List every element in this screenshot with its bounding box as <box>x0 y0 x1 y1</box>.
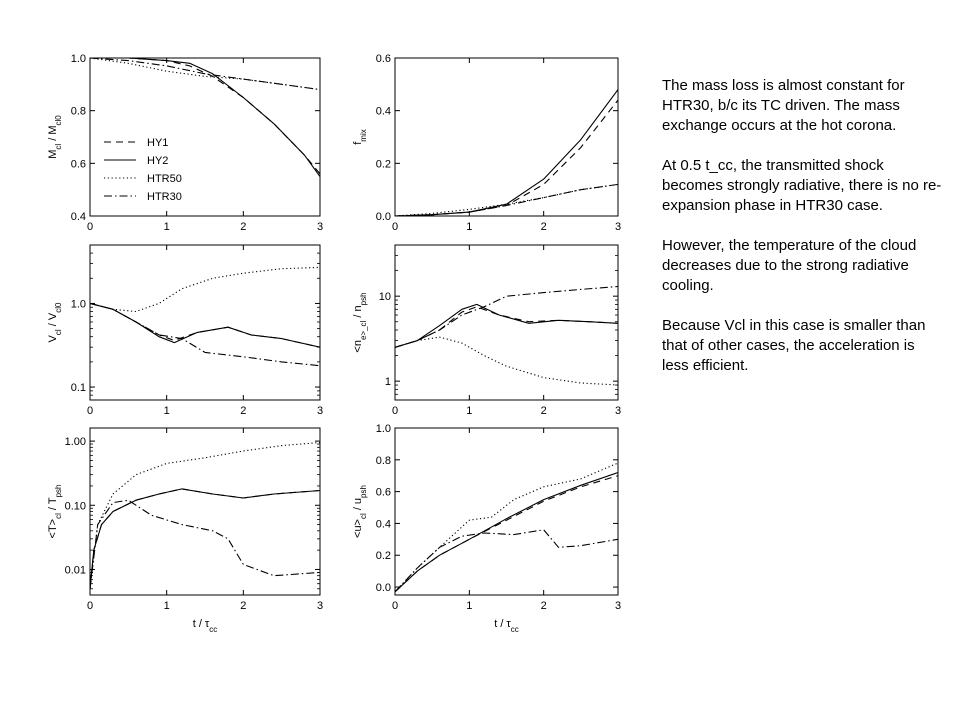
y-tick-label: 0.4 <box>376 518 391 530</box>
x-tick-label: 2 <box>240 405 246 417</box>
series-htr30 <box>395 285 618 348</box>
series-hy2 <box>395 89 618 216</box>
panel-1: 0 1 2 3 0.4 0.6 0.8 1.0 Mcl / Mcl0 HY1 HY2 HTR50 HTR… <box>47 53 323 233</box>
panel-6: 0 1 2 3 0.0 0.2 0.4 0.6 0.8 1.0 <u>cl / upsh t / τc… <box>352 423 621 634</box>
y-tick-label: 0.2 <box>376 158 391 170</box>
y-tick-label: 10 <box>379 291 391 303</box>
x-tick-label: 1 <box>164 600 170 612</box>
series-hy2 <box>395 471 618 593</box>
y-tick-label: 1.00 <box>65 436 86 448</box>
x-axis-label: t / τcc <box>494 618 519 634</box>
series-hy1 <box>395 306 618 348</box>
x-tick-label: 3 <box>615 405 621 417</box>
y-tick-label: 0.10 <box>65 500 86 512</box>
legend-label-hy2: HY2 <box>147 155 168 167</box>
x-tick-label: 2 <box>541 600 547 612</box>
series-htr50 <box>395 336 618 386</box>
x-tick-label: 1 <box>466 600 472 612</box>
legend: HY1 HY2 HTR50 HTR30 <box>104 137 182 203</box>
series-hy2 <box>90 488 320 589</box>
y-axis-label: <T>cl / Tpsh <box>47 485 63 539</box>
notes-text: The mass loss is almost constant for HTR… <box>662 76 942 396</box>
legend-label-htr50: HTR50 <box>147 173 182 185</box>
y-tick-label: 0.8 <box>71 106 86 118</box>
y-axis-label: Mcl / Mcl0 <box>47 115 63 159</box>
plot-frame <box>394 244 619 401</box>
y-tick-label: 1 <box>385 376 391 388</box>
x-tick-label: 3 <box>615 600 621 612</box>
x-tick-label: 0 <box>87 221 93 233</box>
x-tick-label: 1 <box>164 221 170 233</box>
legend-label-htr30: HTR30 <box>147 191 182 203</box>
x-tick-label: 0 <box>392 405 398 417</box>
note-mass-loss: The mass loss is almost constant for HTR… <box>662 77 905 134</box>
panel-5: 0 1 2 3 0.01 0.10 1.00 <T>cl / Tpsh t / τcc <box>47 427 323 634</box>
legend-label-hy1: HY1 <box>147 137 168 149</box>
series-hy1 <box>90 488 320 589</box>
x-tick-label: 0 <box>392 221 398 233</box>
y-tick-label: 0.1 <box>71 382 86 394</box>
y-axis-label: <ne>_cl / npsh <box>352 292 368 352</box>
x-tick-label: 1 <box>466 405 472 417</box>
series-htr30 <box>395 183 618 216</box>
plot-frame <box>89 57 321 217</box>
series-htr50 <box>395 462 618 593</box>
x-tick-label: 3 <box>317 221 323 233</box>
series-htr50 <box>90 58 320 91</box>
y-tick-label: 0.6 <box>376 53 391 65</box>
x-tick-label: 0 <box>87 600 93 612</box>
y-tick-label: 1.0 <box>71 53 86 65</box>
plot-frame <box>394 57 619 217</box>
y-tick-label: 1.0 <box>71 298 86 310</box>
series-hy1 <box>395 475 618 593</box>
series-htr50 <box>90 441 320 589</box>
x-tick-label: 2 <box>541 221 547 233</box>
series-htr30 <box>90 302 320 367</box>
y-tick-label: 0.4 <box>71 211 86 223</box>
y-axis-label: <u>cl / upsh <box>352 485 368 538</box>
y-tick-label: 0.0 <box>376 211 391 223</box>
series-hy1 <box>90 58 320 175</box>
x-tick-label: 2 <box>240 221 246 233</box>
series-hy1 <box>395 99 618 216</box>
series-htr30 <box>90 499 320 589</box>
y-tick-label: 0.8 <box>376 455 391 467</box>
plot-frame <box>89 427 321 596</box>
series-htr50 <box>90 266 320 313</box>
panel-4: 0 1 2 3 1 10 <ne>_cl / npsh <box>352 244 621 417</box>
figure: 0 1 2 3 0.4 0.6 0.8 1.0 Mcl / Mcl0 HY1 HY2 HTR50 HTR… <box>47 53 621 634</box>
x-tick-label: 0 <box>87 405 93 417</box>
y-tick-label: 0.4 <box>376 106 391 118</box>
plot-frame <box>394 427 619 596</box>
x-tick-label: 2 <box>541 405 547 417</box>
x-tick-label: 1 <box>164 405 170 417</box>
x-tick-label: 1 <box>466 221 472 233</box>
y-tick-label: 0.6 <box>376 487 391 499</box>
panel-3: 0 1 2 3 0.1 1.0 Vcl / Vcl0 <box>47 244 323 417</box>
y-tick-label: 0.0 <box>376 582 391 594</box>
y-axis-label: fmix <box>352 129 368 145</box>
y-tick-label: 0.2 <box>376 550 391 562</box>
note-acceleration: Because Vcl in this case is smaller than… <box>662 317 926 374</box>
x-tick-label: 0 <box>392 600 398 612</box>
series-htr30 <box>90 58 320 91</box>
note-transmitted-shock: At 0.5 t_cc, the transmitted shock becom… <box>662 157 942 214</box>
x-axis-label: t / τcc <box>193 618 218 634</box>
series-htr30 <box>395 529 618 593</box>
plot-frame <box>89 244 321 401</box>
y-tick-label: 0.6 <box>71 158 86 170</box>
series-hy2 <box>395 303 618 348</box>
x-tick-label: 3 <box>317 600 323 612</box>
y-axis-label: Vcl / Vcl0 <box>47 302 63 342</box>
x-tick-label: 2 <box>240 600 246 612</box>
note-temperature: However, the temperature of the cloud de… <box>662 237 917 294</box>
panel-2: 0 1 2 3 0.0 0.2 0.4 0.6 fmix <box>352 53 621 233</box>
x-tick-label: 3 <box>317 405 323 417</box>
y-tick-label: 1.0 <box>376 423 391 435</box>
y-tick-label: 0.01 <box>65 564 86 576</box>
x-tick-label: 3 <box>615 221 621 233</box>
series-hy2 <box>90 58 320 177</box>
